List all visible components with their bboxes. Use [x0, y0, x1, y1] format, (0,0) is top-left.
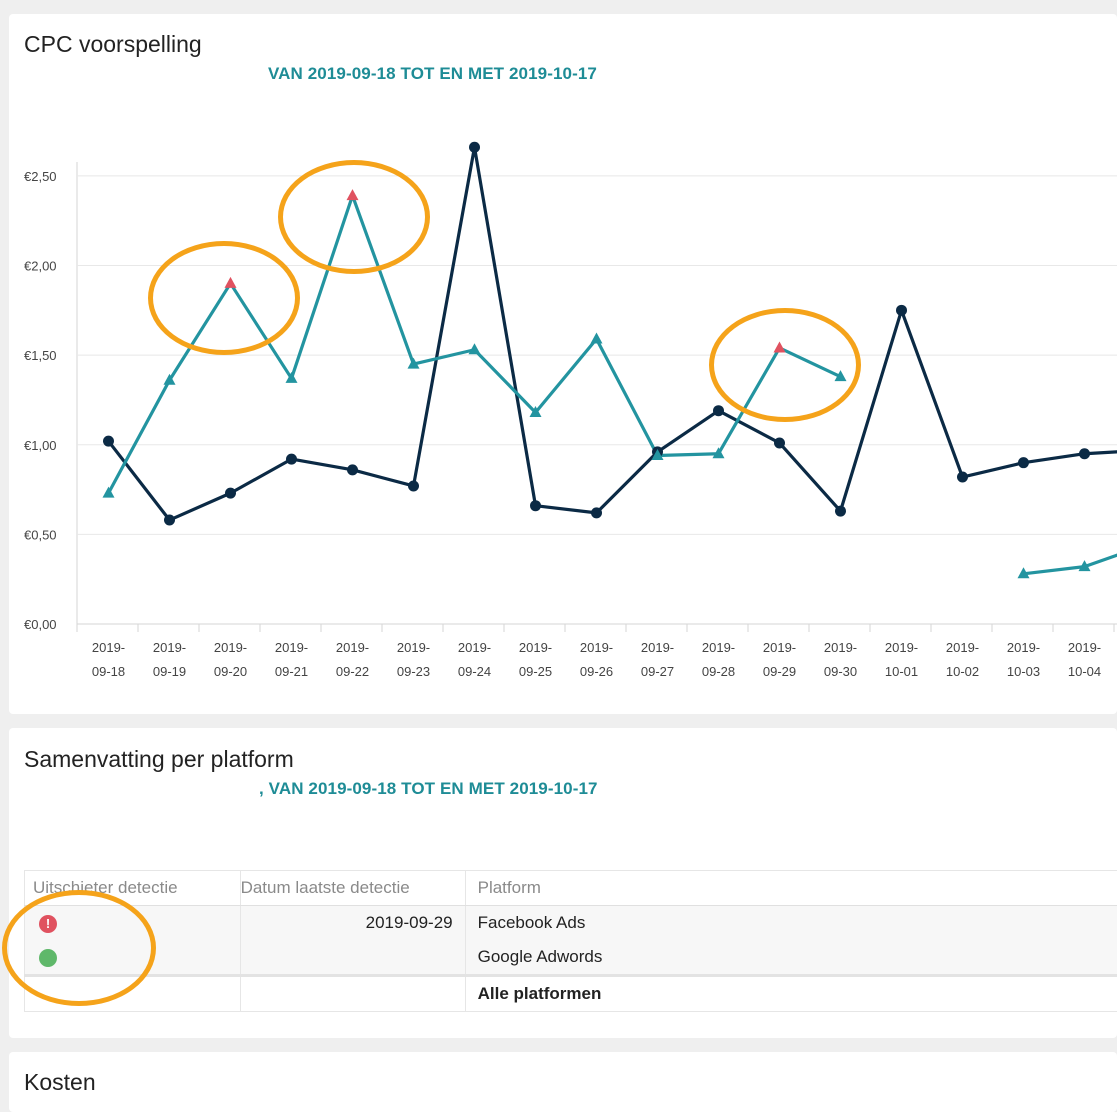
x-tick-label: 2019- [336, 640, 369, 655]
platform-name: Facebook Ads [465, 906, 1117, 941]
data-point [225, 488, 236, 499]
series-line [1024, 545, 1117, 574]
total-label: Alle platformen [465, 976, 1117, 1012]
costs-card: Kosten [9, 1052, 1117, 1112]
cpc-forecast-card: CPC voorspelling VAN 2019-09-18 TOT EN M… [9, 14, 1117, 714]
data-point [103, 436, 114, 447]
data-point [469, 142, 480, 153]
table-row[interactable]: ! 2019-09-29 Facebook Ads [25, 906, 1117, 941]
x-tick-label: 09-30 [824, 664, 857, 679]
outlier-point [225, 277, 237, 288]
x-tick-label: 10-01 [885, 664, 918, 679]
x-tick-label: 2019- [1007, 640, 1040, 655]
x-tick-label: 2019- [92, 640, 125, 655]
x-tick-label: 2019- [702, 640, 735, 655]
x-tick-label: 09-25 [519, 664, 552, 679]
summary-date-range: , VAN 2019-09-18 TOT EN MET 2019-10-17 [259, 779, 598, 799]
header-platform[interactable]: Platform [465, 871, 1117, 906]
y-tick-label: €0,50 [24, 527, 57, 542]
platform-summary-table: Uitschieter detectie Datum laatste detec… [24, 870, 1117, 1012]
x-tick-label: 2019- [641, 640, 674, 655]
x-tick-label: 09-24 [458, 664, 491, 679]
x-tick-label: 09-21 [275, 664, 308, 679]
data-point [591, 507, 602, 518]
data-point [957, 472, 968, 483]
x-tick-label: 09-26 [580, 664, 613, 679]
x-tick-label: 2019- [1068, 640, 1101, 655]
outlier-status-cell: ! [25, 906, 241, 941]
header-outlier-detection[interactable]: Uitschieter detectie [25, 871, 241, 906]
x-tick-label: 10-03 [1007, 664, 1040, 679]
x-tick-label: 2019- [946, 640, 979, 655]
x-tick-label: 10-04 [1068, 664, 1101, 679]
x-tick-label: 2019- [458, 640, 491, 655]
costs-card-title: Kosten [24, 1069, 96, 1096]
data-point [1018, 457, 1029, 468]
x-tick-label: 2019- [214, 640, 247, 655]
x-tick-label: 09-18 [92, 664, 125, 679]
data-point [286, 454, 297, 465]
platform-summary-card: Samenvatting per platform , VAN 2019-09-… [9, 728, 1117, 1038]
x-tick-label: 10-02 [946, 664, 979, 679]
data-point [469, 343, 481, 354]
summary-card-title: Samenvatting per platform [24, 746, 294, 773]
y-tick-label: €1,00 [24, 438, 57, 453]
data-point [1079, 448, 1090, 459]
y-tick-label: €0,00 [24, 617, 57, 632]
header-last-detection-date[interactable]: Datum laatste detectie [240, 871, 465, 906]
table-header-row: Uitschieter detectie Datum laatste detec… [25, 871, 1117, 906]
x-tick-label: 09-22 [336, 664, 369, 679]
x-tick-label: 2019- [397, 640, 430, 655]
table-total-row: Alle platformen [25, 976, 1117, 1012]
x-tick-label: 2019- [275, 640, 308, 655]
data-point [347, 464, 358, 475]
data-point [164, 515, 175, 526]
x-tick-label: 2019- [763, 640, 796, 655]
table-row[interactable]: Google Adwords [25, 940, 1117, 976]
data-point [713, 405, 724, 416]
ok-status-icon [39, 949, 57, 967]
series-line [109, 147, 1117, 520]
x-tick-label: 2019- [824, 640, 857, 655]
outlier-point [774, 341, 786, 352]
x-tick-label: 09-20 [214, 664, 247, 679]
data-point [774, 437, 785, 448]
x-tick-label: 09-23 [397, 664, 430, 679]
data-point [530, 500, 541, 511]
x-tick-label: 09-28 [702, 664, 735, 679]
alert-icon: ! [39, 915, 57, 933]
last-detection-date: 2019-09-29 [240, 906, 465, 941]
data-point [896, 305, 907, 316]
x-tick-label: 2019- [580, 640, 613, 655]
x-tick-label: 09-27 [641, 664, 674, 679]
data-point [408, 480, 419, 491]
x-tick-label: 2019- [519, 640, 552, 655]
y-tick-label: €1,50 [24, 348, 57, 363]
x-tick-label: 2019- [153, 640, 186, 655]
x-tick-label: 09-19 [153, 664, 186, 679]
data-point [835, 506, 846, 517]
y-tick-label: €2,00 [24, 259, 57, 274]
last-detection-date [240, 940, 465, 976]
cpc-line-chart: €0,00 €0,50 €1,00 €1,50 €2,00 €2,50 2019- 09-18… [9, 14, 1117, 714]
x-tick-label: 2019- [885, 640, 918, 655]
platform-name: Google Adwords [465, 940, 1117, 976]
outlier-status-cell [25, 940, 241, 976]
outlier-point [347, 189, 359, 200]
x-tick-label: 09-29 [763, 664, 796, 679]
data-point [591, 333, 603, 344]
y-tick-label: €2,50 [24, 169, 57, 184]
